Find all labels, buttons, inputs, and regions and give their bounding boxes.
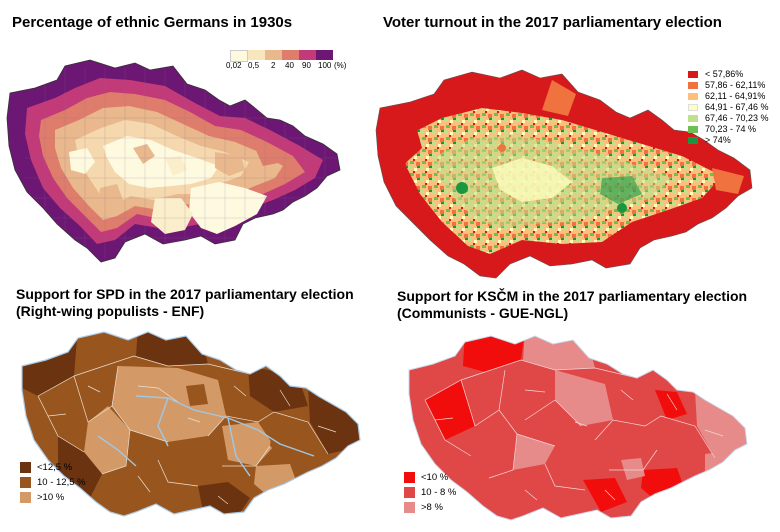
legend-label: <12,5 %: [37, 462, 73, 473]
germans-scale-seg: [282, 50, 299, 60]
legend-swatch: [688, 136, 698, 144]
country-border: [375, 69, 753, 279]
legend-item: 67,46 - 70,23 %: [688, 113, 769, 123]
legend-swatch: [20, 462, 31, 473]
legend-item: <12,5 %: [20, 462, 72, 473]
kscm-map: [408, 335, 748, 521]
scale-label: 90: [302, 61, 311, 70]
scale-label: 2: [271, 61, 276, 70]
country-border: [6, 59, 341, 263]
scale-label: 0,02: [226, 61, 242, 70]
kscm-title-line2: (Communists - GUE-NGL): [397, 305, 569, 321]
spd-title-line1: Support for SPD in the 2017 parliamentar…: [16, 286, 354, 302]
scale-label: (%): [334, 61, 347, 70]
legend-label: > 74%: [705, 135, 731, 145]
legend-item: 62,11 - 64,91%: [688, 91, 765, 101]
legend-label: 67,46 - 70,23 %: [705, 113, 769, 123]
legend-swatch: [688, 70, 698, 78]
legend-swatch: [404, 502, 415, 513]
country-border: [408, 335, 748, 521]
germans-scale-seg: [248, 50, 265, 60]
legend-label: 10 - 12,5 %: [37, 477, 86, 488]
spd-title-line2: (Right-wing populists - ENF): [16, 303, 205, 319]
kscm-title-line1: Support for KSČM in the 2017 parliamenta…: [397, 288, 748, 304]
scale-label: 0,5: [248, 61, 260, 70]
legend-swatch: [688, 81, 698, 89]
legend-item: >10 %: [20, 492, 64, 503]
germans-map-title: Percentage of ethnic Germans in 1930s: [12, 14, 293, 31]
legend-item: 64,91 - 67,46 %: [688, 102, 769, 112]
legend-swatch: [404, 472, 415, 483]
spd-map-title: Support for SPD in the 2017 parliamentar…: [16, 286, 354, 320]
legend-swatch: [404, 487, 415, 498]
germans-scale-seg: [265, 50, 282, 60]
kscm-legend: <10 % 10 - 8 % >8 %: [404, 472, 514, 516]
spd-map: [21, 331, 361, 517]
turnout-map-title: Voter turnout in the 2017 parliamentary …: [383, 14, 722, 31]
legend-swatch: [20, 477, 31, 488]
turnout-map: [375, 69, 753, 279]
scale-label: 100: [318, 61, 332, 70]
germans-scale-seg: [230, 50, 248, 62]
legend-swatch: [20, 492, 31, 503]
kscm-map-title: Support for KSČM in the 2017 parliamenta…: [397, 288, 747, 322]
legend-item: >8 %: [404, 502, 443, 513]
legend-label: < 57,86%: [705, 69, 744, 79]
legend-label: 70,23 - 74 %: [705, 124, 757, 134]
legend-label: >10 %: [37, 492, 65, 503]
legend-swatch: [688, 92, 698, 100]
germans-scale-seg: [316, 50, 333, 60]
legend-item: > 74%: [688, 135, 731, 145]
legend-swatch: [688, 125, 698, 133]
legend-swatch: [688, 103, 698, 111]
legend-label: 62,11 - 64,91%: [705, 91, 766, 101]
legend-item: < 57,86%: [688, 69, 743, 79]
legend-label: 57,86 - 62,11%: [705, 80, 766, 90]
turnout-legend: < 57,86% 57,86 - 62,11% 62,11 - 64,91% 6…: [688, 69, 778, 149]
legend-item: <10 %: [404, 472, 448, 483]
spd-legend: <12,5 % 10 - 12,5 % >10 %: [20, 462, 140, 506]
legend-label: 64,91 - 67,46 %: [705, 102, 769, 112]
country-border: [21, 331, 361, 517]
legend-label: 10 - 8 %: [421, 487, 457, 498]
legend-item: 57,86 - 62,11%: [688, 80, 765, 90]
germans-scale-labels: 0,02 0,5 2 40 90 100 (%): [226, 61, 366, 71]
legend-item: 70,23 - 74 %: [688, 124, 756, 134]
germans-map: [6, 59, 341, 263]
germans-scale-seg: [299, 50, 316, 60]
scale-label: 40: [285, 61, 294, 70]
legend-item: 10 - 8 %: [404, 487, 456, 498]
germans-scale-bar: [230, 50, 333, 62]
legend-label: <10 %: [421, 472, 449, 483]
legend-item: 10 - 12,5 %: [20, 477, 86, 488]
legend-swatch: [688, 114, 698, 122]
legend-label: >8 %: [421, 502, 443, 513]
